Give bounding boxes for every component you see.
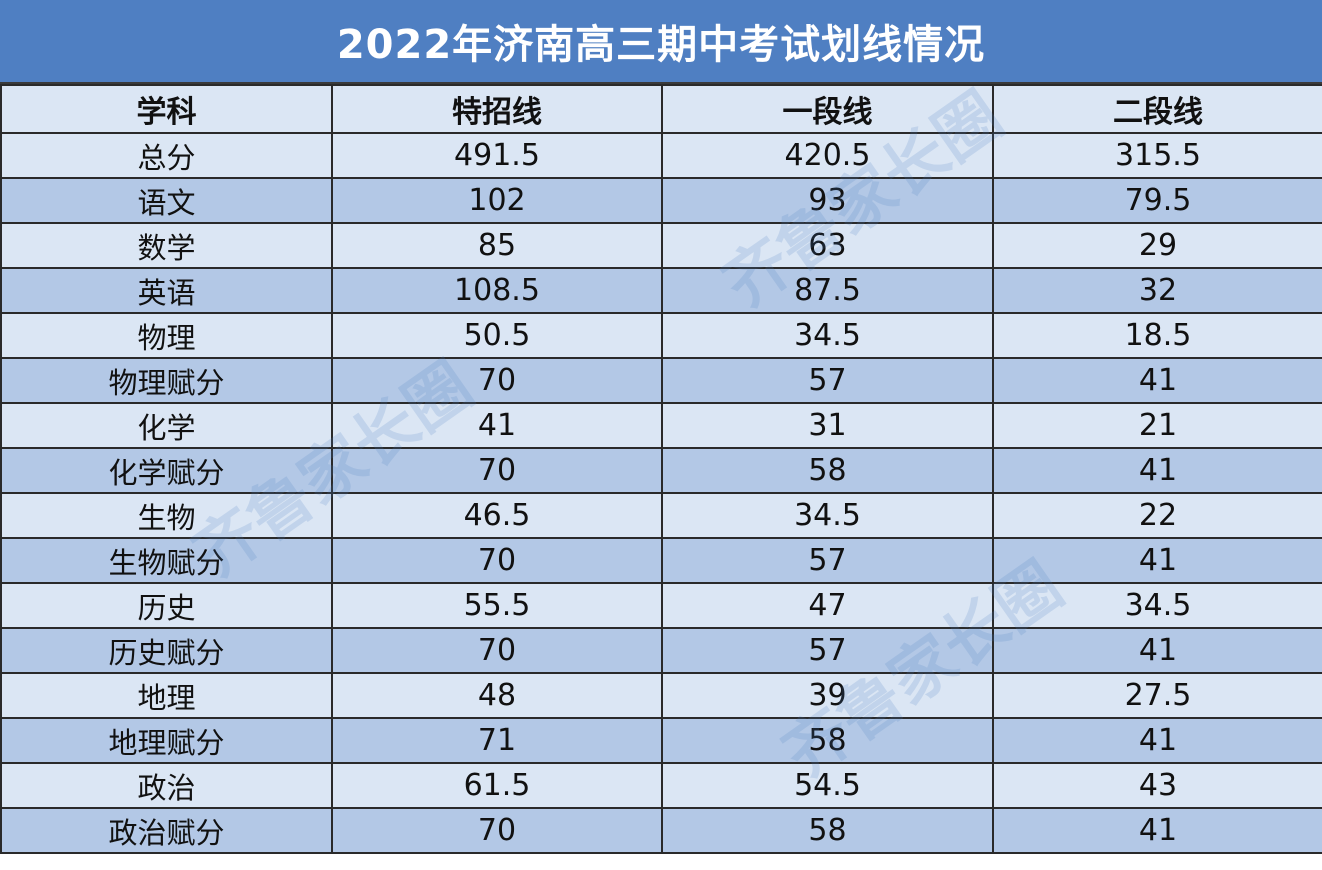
tier2-line-cell: 41 — [992, 357, 1322, 404]
page-title: 2022年济南高三期中考试划线情况 — [0, 0, 1322, 84]
tier2-line-cell: 29 — [992, 222, 1322, 269]
tier2-line-cell: 79.5 — [992, 177, 1322, 224]
tier1-line-cell: 57 — [661, 357, 994, 404]
tier1-line-cell: 58 — [661, 447, 994, 494]
table-row: 语文 102 93 79.5 — [0, 177, 1322, 224]
subject-cell: 历史赋分 — [0, 627, 333, 674]
special-line-cell: 70 — [331, 627, 663, 674]
tier2-line-cell: 315.5 — [992, 132, 1322, 179]
subject-cell: 生物 — [0, 492, 333, 539]
subject-cell: 语文 — [0, 177, 333, 224]
tier1-line-cell: 57 — [661, 627, 994, 674]
special-line-cell: 61.5 — [331, 762, 663, 809]
tier1-line-cell: 57 — [661, 537, 994, 584]
special-line-cell: 70 — [331, 807, 663, 854]
special-line-cell: 70 — [331, 357, 663, 404]
tier2-line-cell: 41 — [992, 627, 1322, 674]
header-tier2-line: 二段线 — [992, 84, 1322, 134]
score-cutoff-table: 学科 特招线 一段线 二段线 总分 491.5 420.5 315.5 语文 102 93 7… — [0, 84, 1322, 854]
table-row: 生物 46.5 34.5 22 — [0, 492, 1322, 539]
subject-cell: 英语 — [0, 267, 333, 314]
tier1-line-cell: 420.5 — [661, 132, 994, 179]
tier2-line-cell: 34.5 — [992, 582, 1322, 629]
header-tier1-line: 一段线 — [661, 84, 994, 134]
subject-cell: 政治赋分 — [0, 807, 333, 854]
tier1-line-cell: 34.5 — [661, 492, 994, 539]
special-line-cell: 48 — [331, 672, 663, 719]
subject-cell: 总分 — [0, 132, 333, 179]
tier2-line-cell: 41 — [992, 717, 1322, 764]
tier1-line-cell: 87.5 — [661, 267, 994, 314]
subject-cell: 地理 — [0, 672, 333, 719]
subject-cell: 化学 — [0, 402, 333, 449]
subject-cell: 地理赋分 — [0, 717, 333, 764]
special-line-cell: 108.5 — [331, 267, 663, 314]
subject-cell: 生物赋分 — [0, 537, 333, 584]
table-row: 物理赋分 70 57 41 — [0, 357, 1322, 404]
table-row: 历史 55.5 47 34.5 — [0, 582, 1322, 629]
subject-cell: 数学 — [0, 222, 333, 269]
special-line-cell: 41 — [331, 402, 663, 449]
table-header-row: 学科 特招线 一段线 二段线 — [0, 84, 1322, 134]
table-row: 化学 41 31 21 — [0, 402, 1322, 449]
table-row: 总分 491.5 420.5 315.5 — [0, 132, 1322, 179]
special-line-cell: 491.5 — [331, 132, 663, 179]
special-line-cell: 102 — [331, 177, 663, 224]
tier2-line-cell: 41 — [992, 447, 1322, 494]
tier1-line-cell: 93 — [661, 177, 994, 224]
table-row: 地理 48 39 27.5 — [0, 672, 1322, 719]
tier1-line-cell: 31 — [661, 402, 994, 449]
tier1-line-cell: 58 — [661, 807, 994, 854]
tier2-line-cell: 21 — [992, 402, 1322, 449]
special-line-cell: 55.5 — [331, 582, 663, 629]
tier2-line-cell: 18.5 — [992, 312, 1322, 359]
tier2-line-cell: 32 — [992, 267, 1322, 314]
tier2-line-cell: 43 — [992, 762, 1322, 809]
table-row: 英语 108.5 87.5 32 — [0, 267, 1322, 314]
tier1-line-cell: 63 — [661, 222, 994, 269]
tier2-line-cell: 41 — [992, 807, 1322, 854]
tier2-line-cell: 41 — [992, 537, 1322, 584]
header-special-line: 特招线 — [331, 84, 663, 134]
table-row: 生物赋分 70 57 41 — [0, 537, 1322, 584]
table-row: 数学 85 63 29 — [0, 222, 1322, 269]
special-line-cell: 85 — [331, 222, 663, 269]
table-row: 地理赋分 71 58 41 — [0, 717, 1322, 764]
special-line-cell: 70 — [331, 447, 663, 494]
table-row: 政治 61.5 54.5 43 — [0, 762, 1322, 809]
tier1-line-cell: 47 — [661, 582, 994, 629]
tier2-line-cell: 27.5 — [992, 672, 1322, 719]
tier2-line-cell: 22 — [992, 492, 1322, 539]
table-row: 物理 50.5 34.5 18.5 — [0, 312, 1322, 359]
special-line-cell: 71 — [331, 717, 663, 764]
subject-cell: 物理赋分 — [0, 357, 333, 404]
tier1-line-cell: 39 — [661, 672, 994, 719]
tier1-line-cell: 34.5 — [661, 312, 994, 359]
tier1-line-cell: 54.5 — [661, 762, 994, 809]
header-subject: 学科 — [0, 84, 333, 134]
table-row: 历史赋分 70 57 41 — [0, 627, 1322, 674]
tier1-line-cell: 58 — [661, 717, 994, 764]
subject-cell: 历史 — [0, 582, 333, 629]
table-row: 政治赋分 70 58 41 — [0, 807, 1322, 854]
table-row: 化学赋分 70 58 41 — [0, 447, 1322, 494]
subject-cell: 化学赋分 — [0, 447, 333, 494]
subject-cell: 政治 — [0, 762, 333, 809]
special-line-cell: 70 — [331, 537, 663, 584]
table-body: 总分 491.5 420.5 315.5 语文 102 93 79.5 数学 85 63 29 英语 10… — [0, 132, 1322, 854]
subject-cell: 物理 — [0, 312, 333, 359]
special-line-cell: 50.5 — [331, 312, 663, 359]
special-line-cell: 46.5 — [331, 492, 663, 539]
